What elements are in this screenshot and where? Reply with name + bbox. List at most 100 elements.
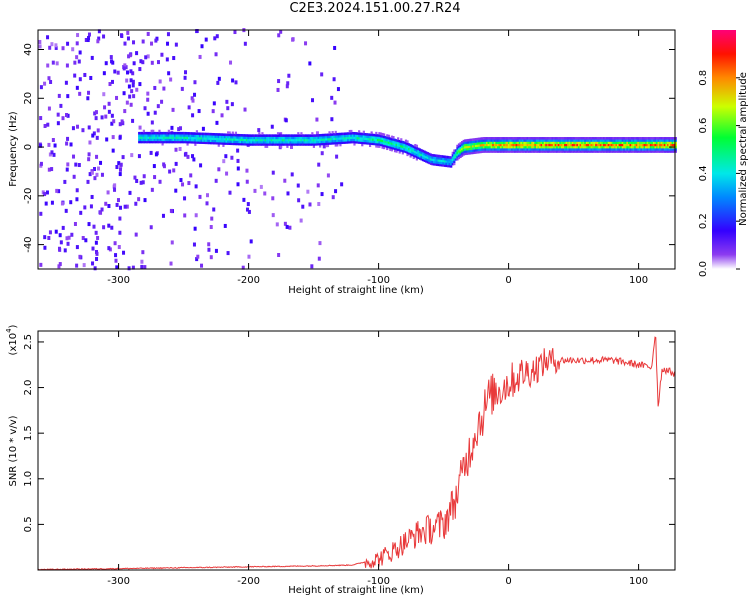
heatmap-cell [570, 141, 573, 145]
heatmap-cell [339, 137, 342, 140]
heatmap-cell [531, 137, 534, 140]
heatmap-cell [192, 157, 196, 162]
heatmap-cell [609, 150, 612, 153]
heatmap-cell [180, 140, 183, 144]
heatmap-cell [381, 137, 384, 140]
heatmap-cell [375, 142, 378, 146]
heatmap-cell [172, 134, 175, 137]
heatmap-cell [602, 145, 606, 149]
heatmap-cell [92, 224, 96, 229]
heatmap-cell [601, 143, 604, 147]
heatmap-cell [640, 150, 643, 153]
heatmap-cell [344, 132, 347, 136]
heatmap-cell [121, 155, 125, 160]
heatmap-cell [609, 141, 612, 145]
heatmap-cell [579, 148, 582, 151]
heatmap-cell [657, 141, 660, 145]
heatmap-cell [481, 148, 484, 151]
heatmap-cell [582, 139, 585, 142]
heatmap-cell [467, 141, 470, 144]
heatmap-cell [103, 105, 107, 110]
heatmap-cell [319, 144, 322, 148]
heatmap-cell [250, 136, 253, 140]
heatmap-cell [549, 141, 553, 145]
heatmap-cell [214, 133, 217, 136]
y-tick-label: -40 [23, 236, 34, 252]
heatmap-cell [323, 140, 326, 143]
heatmap-cell [264, 136, 267, 140]
heatmap-cell [87, 36, 91, 41]
heatmap-cell [631, 148, 634, 151]
heatmap-cell [134, 201, 138, 206]
heatmap-cell [250, 134, 253, 137]
y-tick-label: 0.5 [23, 516, 34, 532]
heatmap-cell [186, 134, 189, 137]
heatmap-cell [144, 134, 147, 137]
heatmap-cell [496, 145, 500, 149]
heatmap-cell [641, 148, 645, 151]
heatmap-cell [164, 131, 167, 135]
heatmap-cell [387, 145, 390, 149]
heatmap-cell [118, 122, 122, 127]
heatmap-cell [290, 138, 294, 142]
heatmap-cell [109, 55, 113, 60]
heatmap-cell [656, 139, 659, 142]
heatmap-cell [153, 131, 156, 135]
heatmap-cell [568, 143, 571, 147]
heatmap-cell [643, 141, 646, 145]
heatmap-cell [535, 145, 539, 149]
heatmap-cell [177, 127, 181, 132]
heatmap-cell [65, 236, 69, 241]
heatmap-cell [147, 140, 150, 144]
heatmap-cell [598, 148, 601, 151]
heatmap-cell [559, 139, 562, 142]
heatmap-cell [296, 183, 300, 188]
heatmap-cell [292, 138, 295, 142]
heatmap-cell [666, 141, 670, 145]
heatmap-cell [489, 150, 492, 153]
heatmap-cell [194, 141, 197, 144]
heatmap-cell [147, 136, 150, 139]
heatmap-cell [222, 133, 225, 136]
heatmap-cell [514, 150, 517, 153]
heatmap-cell [659, 141, 662, 145]
heatmap-cell [264, 140, 267, 144]
heatmap-cell [670, 141, 673, 145]
heatmap-cell [353, 142, 356, 146]
heatmap-cell [118, 172, 122, 177]
heatmap-cell [83, 205, 87, 210]
heatmap-cell [470, 149, 473, 153]
heatmap-cell [506, 145, 509, 149]
heatmap-cell [322, 136, 325, 139]
heatmap-cell [404, 146, 408, 149]
heatmap-cell [247, 140, 250, 144]
heatmap-cell [114, 258, 118, 263]
heatmap-cell [356, 134, 359, 138]
heatmap-cell [506, 141, 509, 145]
heatmap-cell [613, 150, 617, 153]
heatmap-cell [191, 138, 194, 142]
heatmap-cell [437, 159, 440, 162]
heatmap-cell [356, 141, 359, 144]
heatmap-cell [227, 137, 230, 141]
heatmap-cell [509, 150, 512, 153]
heatmap-cell [643, 148, 646, 151]
heatmap-cell [629, 148, 632, 151]
heatmap-cell [379, 132, 383, 136]
heatmap-cell [205, 134, 208, 138]
heatmap-cell [618, 143, 621, 147]
heatmap-cell [306, 134, 309, 137]
heatmap-cell [118, 230, 122, 235]
heatmap-cell [212, 133, 216, 136]
heatmap-cell [599, 139, 603, 142]
heatmap-cell [548, 148, 551, 151]
heatmap-cell [329, 137, 333, 141]
heatmap-cell [401, 143, 404, 146]
heatmap-cell [295, 140, 298, 144]
heatmap-cell [392, 142, 395, 146]
heatmap-cell [169, 131, 172, 135]
heatmap-cell [210, 216, 214, 221]
heatmap-cell [227, 135, 230, 139]
heatmap-cell [429, 155, 433, 159]
heatmap-cell [220, 135, 223, 139]
